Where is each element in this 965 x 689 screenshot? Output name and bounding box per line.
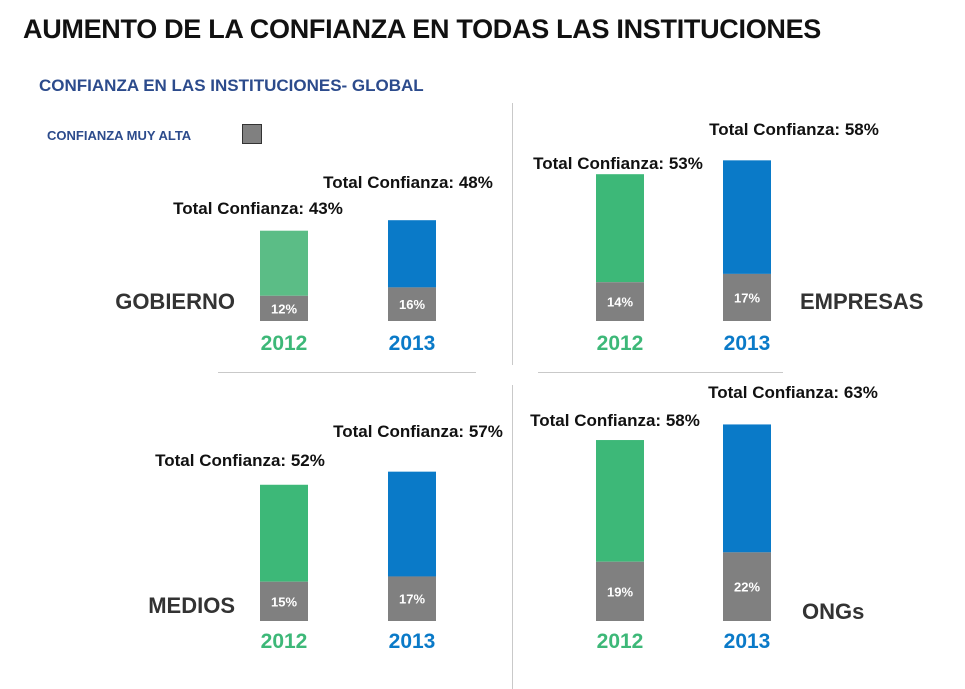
legend-swatch xyxy=(242,124,262,144)
page-title: AUMENTO DE LA CONFIANZA EN TODAS LAS INS… xyxy=(23,14,822,44)
empresas-year-label-2012: 2012 xyxy=(597,332,644,355)
empresas-value-label-2012: 14% xyxy=(607,295,633,310)
empresas-bar-2012-total xyxy=(596,174,644,283)
empresas-name-label: EMPRESAS xyxy=(800,289,923,314)
horizontal-divider-right xyxy=(538,372,783,373)
gobierno-bar-2012-muy-alta xyxy=(260,295,308,321)
empresas-year-label-2013: 2013 xyxy=(724,332,771,355)
medios-bar-2012-total xyxy=(260,484,308,582)
legend-label: CONFIANZA MUY ALTA xyxy=(47,128,192,143)
ongs-name-label: ONGs xyxy=(802,599,864,624)
gobierno-name-label: GOBIERNO xyxy=(115,289,235,314)
medios-bar-2012-muy-alta xyxy=(260,581,308,621)
medios-year-label-2012: 2012 xyxy=(261,630,308,653)
empresas-value-label-2013: 17% xyxy=(734,290,760,305)
medios-bar-2013-total xyxy=(388,471,436,577)
ongs-bar-2012-muy-alta xyxy=(596,561,644,621)
vertical-divider-bottom xyxy=(512,385,513,689)
medios-name-label: MEDIOS xyxy=(148,593,235,618)
ongs-bar-2013-muy-alta xyxy=(723,552,771,621)
empresas-bar-2013-muy-alta xyxy=(723,273,771,321)
medios-value-label-2013: 17% xyxy=(399,592,425,607)
chart-subtitle: CONFIANZA EN LAS INSTITUCIONES- GLOBAL xyxy=(39,76,424,95)
ongs-bar-2012-total xyxy=(596,440,644,562)
gobierno-bar-2013-total xyxy=(388,220,436,288)
medios-total-label-2013: Total Confianza: 57% xyxy=(333,422,503,441)
gobierno-value-label-2013: 16% xyxy=(399,297,425,312)
empresas-total-label-2013: Total Confianza: 58% xyxy=(709,120,879,139)
ongs-total-label-2013: Total Confianza: 63% xyxy=(708,383,878,402)
gobierno-year-label-2012: 2012 xyxy=(261,332,308,355)
ongs-total-label-2012: Total Confianza: 58% xyxy=(530,411,700,430)
vertical-divider-top xyxy=(512,103,513,365)
medios-bar-2013-muy-alta xyxy=(388,576,436,621)
ongs-bar-2013-total xyxy=(723,424,771,553)
medios-year-label-2013: 2013 xyxy=(389,630,436,653)
medios-total-label-2012: Total Confianza: 52% xyxy=(155,451,325,470)
empresas-bar-2013-total xyxy=(723,160,771,274)
horizontal-divider-left xyxy=(218,372,476,373)
ongs-value-label-2013: 22% xyxy=(734,580,760,595)
medios-value-label-2012: 15% xyxy=(271,594,297,609)
empresas-bar-2012-muy-alta xyxy=(596,282,644,321)
ongs-year-label-2012: 2012 xyxy=(597,630,644,653)
gobierno-total-label-2012: Total Confianza: 43% xyxy=(173,199,343,218)
ongs-value-label-2012: 19% xyxy=(607,584,633,599)
empresas-total-label-2012: Total Confianza: 53% xyxy=(533,154,703,173)
gobierno-value-label-2012: 12% xyxy=(271,301,297,316)
ongs-year-label-2013: 2013 xyxy=(724,630,771,653)
gobierno-bar-2012-total xyxy=(260,230,308,296)
gobierno-total-label-2013: Total Confianza: 48% xyxy=(323,173,493,192)
gobierno-year-label-2013: 2013 xyxy=(389,332,436,355)
gobierno-bar-2013-muy-alta xyxy=(388,287,436,321)
